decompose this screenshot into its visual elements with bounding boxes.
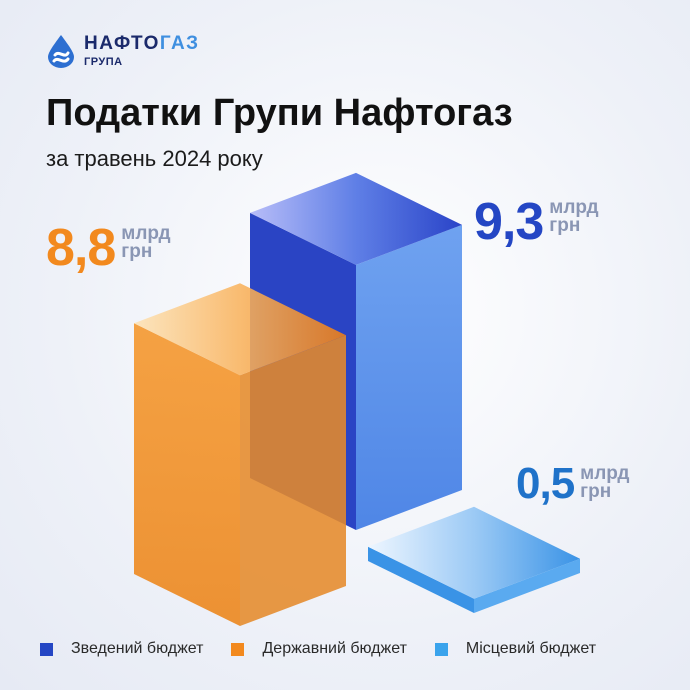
value-unit-local-budget: млрд грн — [580, 463, 630, 502]
bar-state-left-face — [134, 323, 240, 626]
bar-local-right-face — [474, 558, 580, 613]
value-label-consolidated-budget: 9,3 млрд грн — [474, 196, 599, 248]
legend-label-local: Місцевий бюджет — [465, 640, 597, 657]
legend-item-consolidated: Зведений бюджет — [40, 640, 203, 658]
unit-line-2: грн — [580, 481, 612, 502]
bar-state-top-face — [134, 283, 346, 376]
unit-line-1: млрд — [580, 463, 630, 484]
bar-state-right-face — [240, 335, 346, 626]
legend-swatch-local — [434, 642, 448, 656]
value-number-local-budget: 0,5 — [516, 459, 575, 508]
chart-title: Податки Групи Нафтогаз — [46, 92, 513, 134]
bar-local-top-face — [368, 506, 580, 599]
bar-consolidated-right-face — [356, 224, 462, 530]
naftogaz-drop-icon — [48, 35, 74, 68]
legend-swatch-state — [231, 642, 245, 656]
brand-name: НАФТОГАЗ — [84, 34, 200, 53]
brand-name-accent: ГАЗ — [159, 33, 200, 54]
unit-line-1: млрд — [121, 223, 171, 244]
legend-swatch-consolidated — [40, 642, 53, 656]
unit-line-1: млрд — [549, 197, 599, 218]
legend-label-consolidated: Зведений бюджет — [71, 640, 204, 657]
legend-item-state: Державний бюджет — [231, 640, 407, 658]
chart-subtitle: за травень 2024 року — [46, 146, 263, 171]
unit-line-2: грн — [549, 215, 581, 236]
bar-consolidated-top-face — [250, 172, 462, 265]
brand-subtitle: ГРУПА — [84, 56, 123, 68]
legend-label-state: Державний бюджет — [262, 640, 407, 657]
brand-logo: НАФТОГАЗ ГРУПА — [46, 34, 200, 68]
value-unit-consolidated-budget: млрд грн — [549, 197, 599, 236]
brand-name-main: НАФТО — [84, 33, 160, 54]
value-unit-state-budget: млрд грн — [121, 223, 171, 262]
unit-line-2: грн — [121, 241, 153, 262]
value-number-consolidated-budget: 9,3 — [474, 193, 544, 251]
value-label-state-budget: 8,8 млрд грн — [46, 222, 171, 274]
bar-local-left-face — [368, 546, 474, 613]
legend-item-local: Місцевий бюджет — [434, 640, 597, 658]
value-label-local-budget: 0,5 млрд грн — [516, 462, 630, 506]
value-number-state-budget: 8,8 — [46, 219, 116, 277]
chart-legend: Зведений бюджет Державний бюджет Місцеви… — [40, 640, 596, 658]
